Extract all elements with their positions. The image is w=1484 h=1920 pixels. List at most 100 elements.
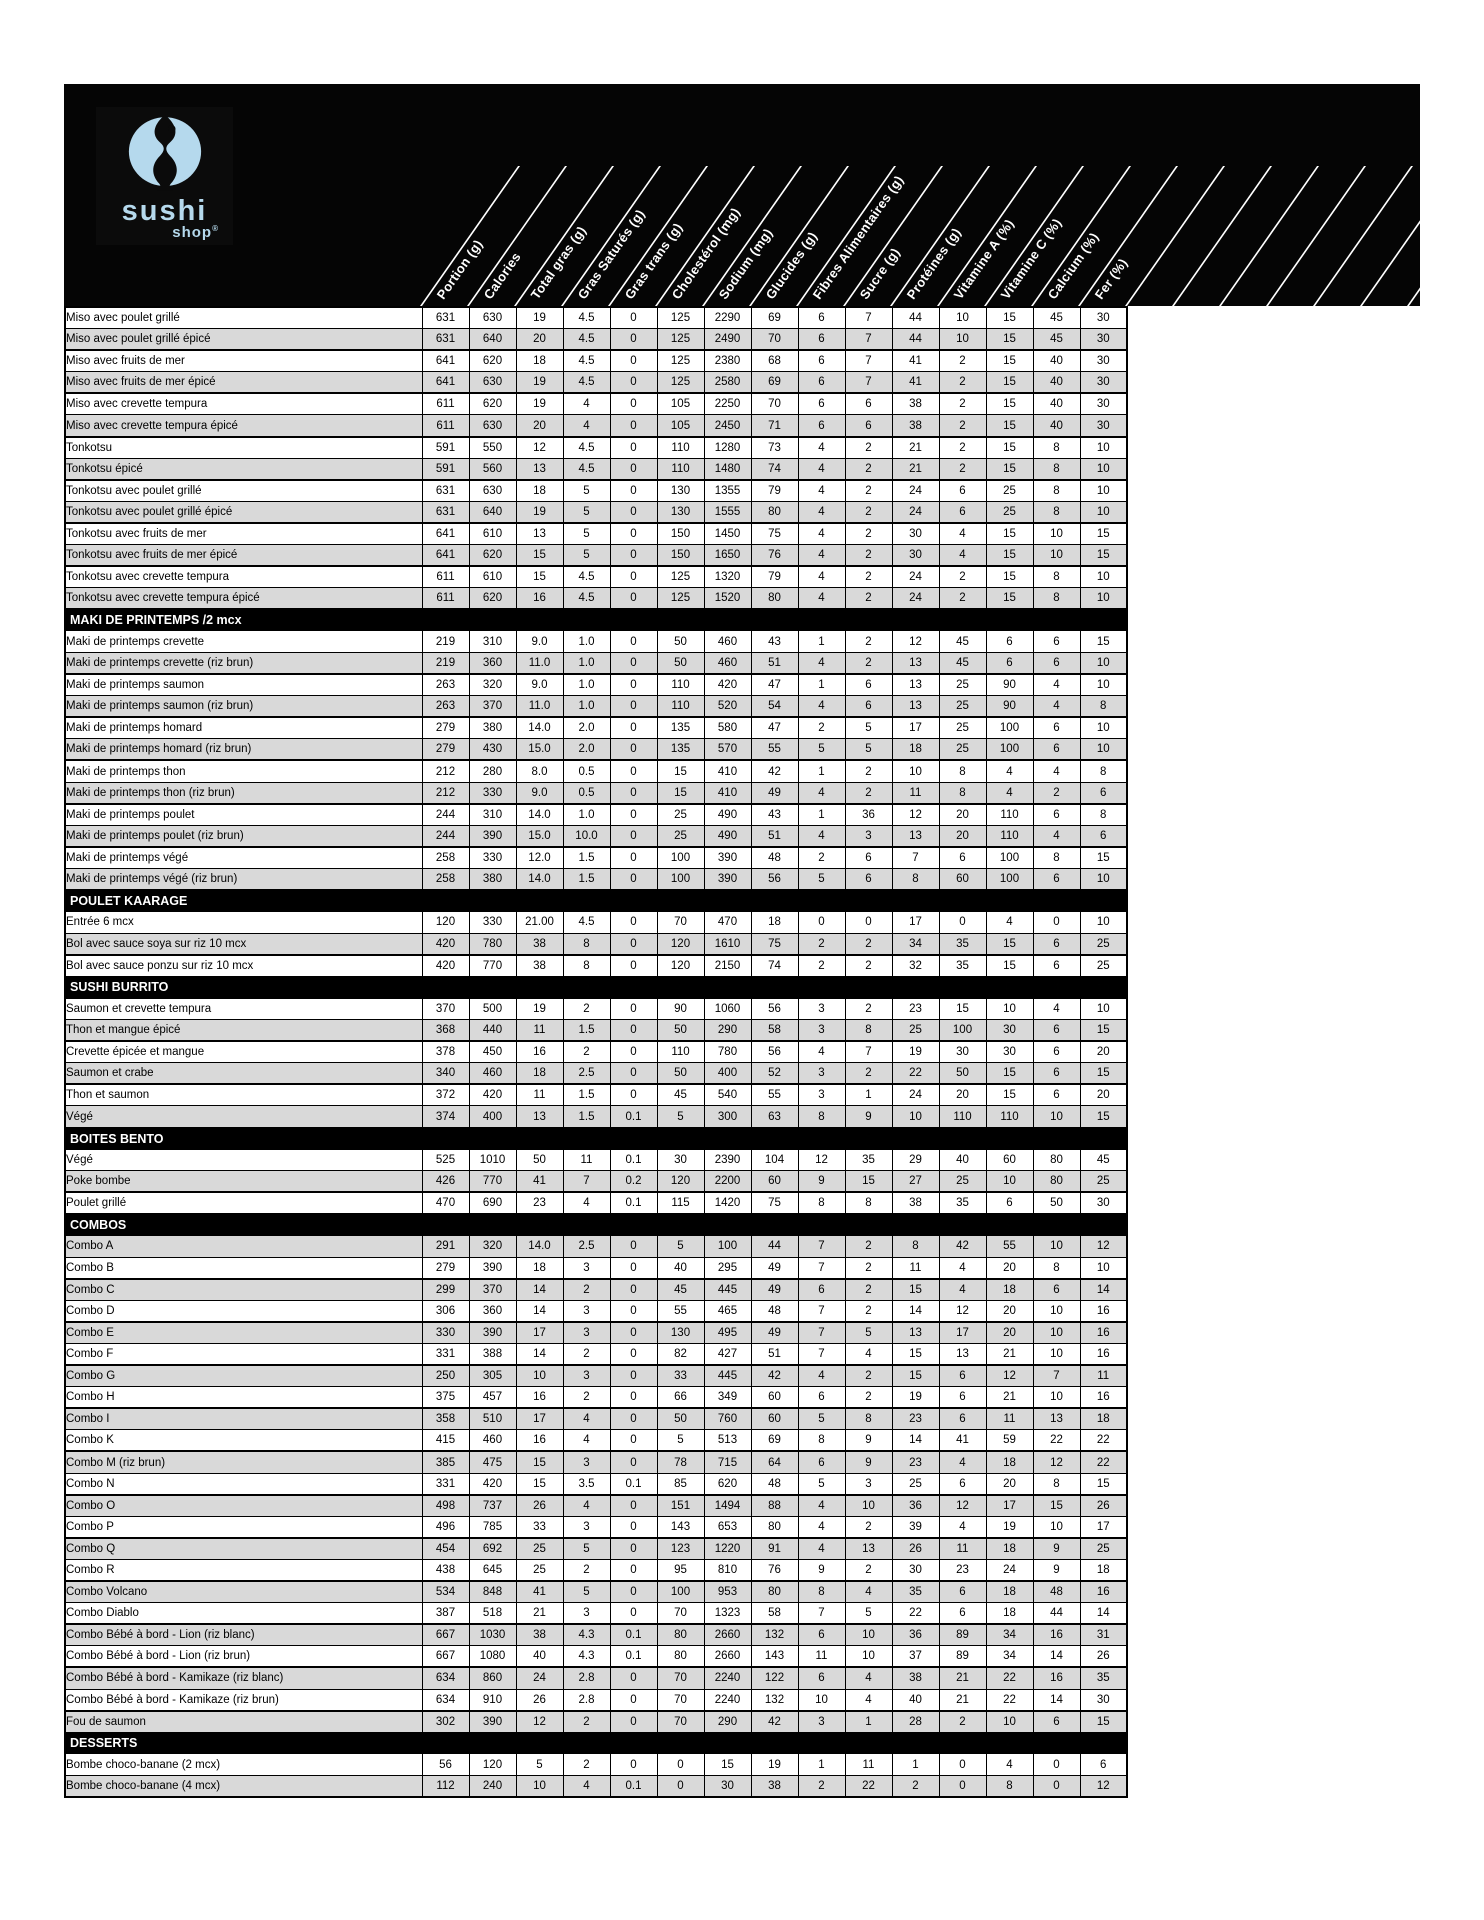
- nutrition-value-cell: 132: [750, 1623, 799, 1647]
- nutrition-value-cell: 15: [1032, 1494, 1081, 1517]
- nutrition-value-cell: 68: [750, 349, 799, 373]
- item-name-cell: Miso avec poulet grillé épicé: [64, 328, 423, 352]
- nutrition-value-cell: 5: [562, 522, 611, 546]
- sushi-shop-logo: sushi shop®: [96, 107, 233, 245]
- nutrition-value-cell: 0: [938, 1753, 987, 1776]
- item-name-cell: Combo Diablo: [64, 1602, 423, 1626]
- nutrition-value-cell: 21: [891, 436, 940, 459]
- nutrition-value-cell: 60: [750, 1386, 799, 1410]
- nutrition-value-cell: 74: [750, 954, 799, 977]
- nutrition-value-cell: 1280: [703, 436, 752, 459]
- nutrition-value-cell: 25: [1079, 1170, 1128, 1194]
- nutrition-value-cell: 591: [421, 457, 470, 481]
- nutrition-value-cell: 54: [750, 695, 799, 719]
- nutrition-value-cell: 387: [421, 1602, 470, 1626]
- nutrition-value-cell: 2: [562, 1343, 611, 1367]
- nutrition-value-cell: 390: [468, 1256, 517, 1280]
- nutrition-value-cell: 14: [1032, 1645, 1081, 1669]
- nutrition-value-cell: 104: [750, 1148, 799, 1172]
- nutrition-value-cell: 611: [421, 565, 470, 589]
- menu-item-row: Combo F 331 388 14 2 0 82 427 51 7 4 15 13 21 10 16: [64, 1343, 1128, 1367]
- nutrition-value-cell: 14.0: [515, 1235, 564, 1258]
- nutrition-value-cell: 2: [562, 1710, 611, 1733]
- nutrition-value-cell: 22: [891, 1602, 940, 1626]
- nutrition-value-cell: 6: [797, 1623, 846, 1647]
- nutrition-value-cell: 25: [1079, 932, 1128, 956]
- nutrition-value-cell: 14: [515, 1299, 564, 1323]
- item-name-cell: Maki de printemps homard: [64, 716, 423, 740]
- nutrition-value-cell: 2: [938, 1710, 987, 1733]
- menu-item-row: Maki de printemps saumon (riz brun) 263 37…: [64, 695, 1128, 719]
- nutrition-value-cell: 110: [656, 1040, 705, 1064]
- menu-item-row: Combo O 498 737 26 4 0 151 1494 88 4 10 36 12 17 15 26: [64, 1494, 1128, 1517]
- nutrition-value-cell: 490: [703, 824, 752, 848]
- menu-item-row: Combo M (riz brun) 385 475 15 3 0 78 715 64 6 9 23 4…: [64, 1450, 1128, 1474]
- nutrition-value-cell: 653: [703, 1515, 752, 1539]
- nutrition-value-cell: 90: [985, 673, 1034, 697]
- nutrition-value-cell: 16: [515, 1040, 564, 1064]
- nutrition-value-cell: 21: [938, 1688, 987, 1712]
- nutrition-value-cell: 30: [891, 1558, 940, 1583]
- item-name-cell: Maki de printemps crevette: [64, 630, 423, 653]
- nutrition-value-cell: 2: [844, 1386, 893, 1410]
- nutrition-value-cell: 2: [844, 457, 893, 481]
- nutrition-value-cell: 368: [421, 1019, 470, 1043]
- nutrition-value-cell: 125: [656, 328, 705, 352]
- nutrition-value-cell: 26: [515, 1494, 564, 1517]
- nutrition-value-cell: 80: [1032, 1148, 1081, 1172]
- nutrition-value-cell: 55: [750, 738, 799, 762]
- nutrition-value-cell: 4: [562, 1494, 611, 1517]
- nutrition-value-cell: 4.5: [562, 565, 611, 589]
- nutrition-value-cell: 4.5: [562, 587, 611, 611]
- nutrition-value-cell: 7: [797, 1343, 846, 1367]
- menu-item-row: Combo H 375 457 16 2 0 66 349 60 6 2 19 6 21 10 16: [64, 1386, 1128, 1410]
- nutrition-value-cell: 2: [844, 1235, 893, 1258]
- nutrition-value-cell: 50: [938, 1062, 987, 1086]
- nutrition-value-cell: 8: [1032, 457, 1081, 481]
- nutrition-value-cell: 70: [656, 1602, 705, 1626]
- nutrition-value-cell: 58: [750, 1019, 799, 1043]
- nutrition-value-cell: 125: [656, 306, 705, 330]
- menu-item-row: Maki de printemps végé (riz brun) 258 380 1…: [64, 867, 1128, 892]
- nutrition-value-cell: 50: [656, 652, 705, 676]
- nutrition-value-cell: 50: [1032, 1191, 1081, 1215]
- nutrition-value-cell: 30: [1079, 349, 1128, 373]
- nutrition-value-cell: 692: [468, 1537, 517, 1560]
- nutrition-value-cell: 290: [703, 1710, 752, 1733]
- nutrition-value-cell: 2: [844, 1256, 893, 1280]
- nutrition-value-cell: 2: [844, 781, 893, 805]
- item-name-cell: Tonkotsu épicé: [64, 457, 423, 481]
- nutrition-value-cell: 2.8: [562, 1666, 611, 1690]
- nutrition-value-cell: 3: [797, 1083, 846, 1107]
- nutrition-value-cell: 1.0: [562, 803, 611, 826]
- nutrition-value-cell: 15: [891, 1364, 940, 1388]
- nutrition-value-cell: 25: [515, 1558, 564, 1583]
- nutrition-value-cell: 26: [1079, 1494, 1128, 1517]
- nutrition-value-cell: 611: [421, 392, 470, 416]
- nutrition-value-cell: 380: [468, 716, 517, 740]
- nutrition-value-cell: 5: [844, 1602, 893, 1626]
- item-name-cell: Tonkotsu avec crevette tempura épicé: [64, 587, 423, 611]
- nutrition-value-cell: 15: [844, 1170, 893, 1194]
- item-name-cell: Maki de printemps végé (riz brun): [64, 867, 423, 892]
- nutrition-value-cell: 45: [1079, 1148, 1128, 1172]
- nutrition-value-cell: 80: [750, 1580, 799, 1604]
- nutrition-value-cell: 60: [938, 867, 987, 892]
- nutrition-value-cell: 8: [938, 781, 987, 805]
- nutrition-value-cell: 6: [797, 328, 846, 352]
- item-name-cell: Maki de printemps thon (riz brun): [64, 781, 423, 805]
- nutrition-value-cell: 120: [468, 1753, 517, 1776]
- nutrition-value-cell: 0: [609, 522, 658, 546]
- nutrition-value-cell: 330: [468, 846, 517, 869]
- nutrition-value-cell: 1480: [703, 457, 752, 481]
- nutrition-value-cell: 18: [515, 349, 564, 373]
- nutrition-value-cell: 6: [985, 652, 1034, 676]
- nutrition-value-cell: 630: [468, 306, 517, 330]
- nutrition-value-cell: 0: [609, 759, 658, 783]
- nutrition-value-cell: 60: [750, 1170, 799, 1194]
- nutrition-value-cell: 374: [421, 1105, 470, 1129]
- nutrition-value-cell: 18: [1079, 1558, 1128, 1583]
- nutrition-value-cell: 9: [844, 1429, 893, 1453]
- menu-item-row: Combo Diablo 387 518 21 3 0 70 1323 58 7 5 22 6 18 44 1…: [64, 1602, 1128, 1626]
- nutrition-value-cell: 1: [844, 1083, 893, 1107]
